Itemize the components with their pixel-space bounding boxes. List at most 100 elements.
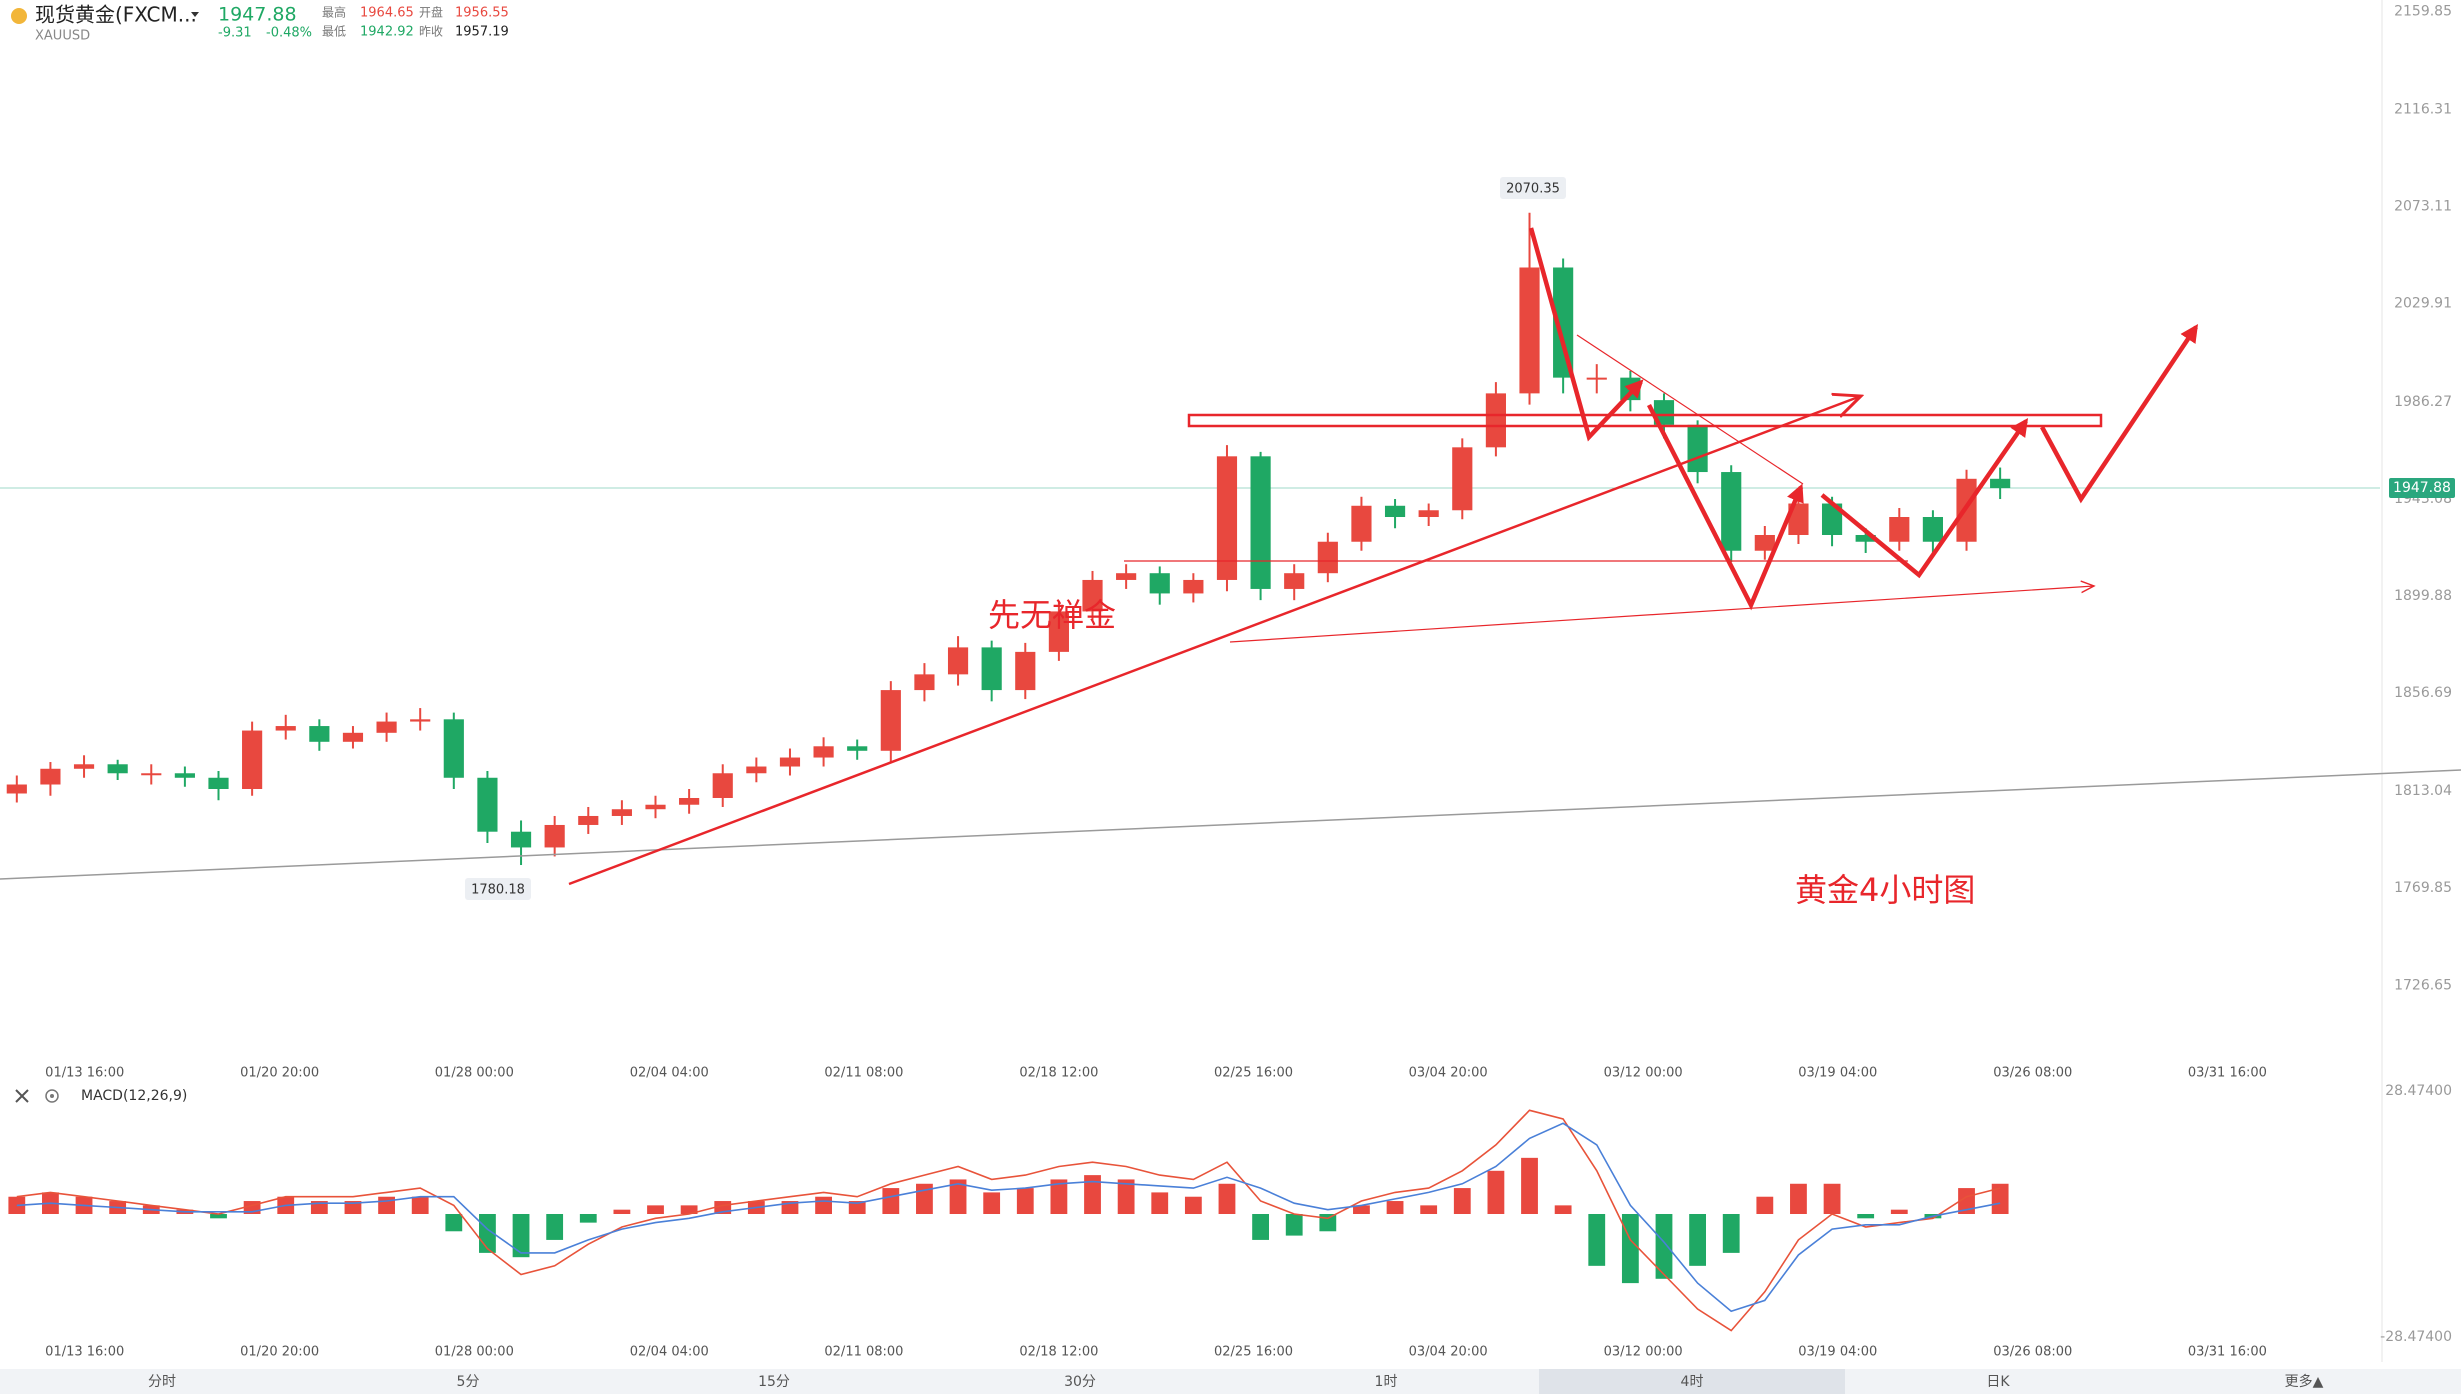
period-tab[interactable]: 更多▲ — [2285, 1373, 2324, 1390]
period-tab[interactable]: 1时 — [1375, 1374, 1398, 1390]
y-tick-label: 2073.11 — [2394, 199, 2452, 215]
resistance-box — [1187, 413, 2103, 428]
period-tab[interactable]: 日K — [1986, 1374, 2010, 1390]
stat-label: 最高 — [322, 5, 346, 20]
stat-label: 开盘 — [419, 5, 443, 20]
macd-bar — [815, 1196, 832, 1214]
x-tick-label: 02/04 04:00 — [630, 1066, 709, 1081]
period-tab[interactable]: 5分 — [457, 1374, 480, 1390]
x-tick-label: 03/31 16:00 — [2188, 1066, 2267, 1081]
period-tab[interactable]: 分时 — [148, 1374, 176, 1390]
candle-body — [1384, 505, 1406, 518]
macd-bar — [1453, 1188, 1471, 1214]
candle-body — [578, 815, 599, 825]
candle-body — [813, 746, 834, 758]
macd-bar — [848, 1201, 866, 1214]
dropdown-icon[interactable] — [191, 12, 199, 17]
candle-body — [1519, 267, 1540, 394]
macd-bar — [949, 1179, 967, 1214]
x-tick-label: 03/19 04:00 — [1798, 1345, 1877, 1360]
macd-bar — [411, 1196, 429, 1214]
macd-bar — [1890, 1209, 1908, 1214]
price-change: -9.31 — [218, 26, 252, 41]
macd-bar — [1117, 1179, 1135, 1214]
trend-line — [0, 769, 2461, 880]
candle-body — [1821, 503, 1843, 535]
price-plot: 2159.852116.312073.112029.911986.271943.… — [0, 4, 2455, 1081]
path-arrow — [1528, 227, 1644, 442]
period-tab[interactable]: 15分 — [758, 1374, 790, 1390]
macd-bar — [1857, 1214, 1875, 1219]
candle-body — [1889, 517, 1910, 542]
candle-body — [1721, 472, 1742, 551]
period-tab[interactable]: 30分 — [1064, 1374, 1096, 1390]
macd-bar — [1151, 1192, 1169, 1214]
y-tick-label: 1769.85 — [2394, 880, 2452, 896]
y-tick-label: -28.47400 — [2380, 1329, 2452, 1345]
candle-body — [1922, 517, 1943, 542]
candle-body — [1015, 651, 1036, 691]
candle-body — [1082, 579, 1103, 612]
macd-bar — [680, 1205, 698, 1214]
macd-bar — [1655, 1214, 1673, 1279]
candle-body — [1351, 505, 1372, 542]
settings-icon[interactable] — [45, 1089, 59, 1103]
candle-body — [544, 824, 565, 848]
note-text: 先无禅金 — [988, 596, 1116, 634]
candle-body — [141, 773, 162, 776]
x-tick-label: 01/28 00:00 — [435, 1345, 514, 1360]
stat-value: 1942.92 — [360, 25, 414, 40]
macd-bar — [1353, 1205, 1370, 1214]
candle-body — [443, 719, 464, 778]
x-tick-label: 02/25 16:00 — [1214, 1066, 1293, 1081]
close-icon[interactable] — [15, 1089, 29, 1103]
macd-bar — [613, 1209, 631, 1214]
macd-bar — [1823, 1183, 1841, 1214]
candle-body — [107, 764, 128, 774]
x-tick-label: 03/04 20:00 — [1409, 1066, 1488, 1081]
x-tick-label: 02/11 08:00 — [824, 1345, 903, 1360]
candle-body — [1485, 393, 1506, 448]
y-tick-label: 1726.65 — [2394, 977, 2452, 993]
macd-bar — [1050, 1179, 1068, 1214]
x-tick-label: 01/13 16:00 — [45, 1345, 124, 1360]
path-arrow — [1820, 418, 2029, 579]
symbol-icon — [11, 8, 27, 24]
candle-body — [1183, 579, 1204, 594]
y-tick-label: 2116.31 — [2394, 101, 2452, 117]
candle-body — [40, 768, 61, 785]
candle-body — [477, 777, 498, 832]
period-tab[interactable]: 4时 — [1681, 1374, 1704, 1390]
candle-body — [242, 730, 263, 789]
candle-body — [1653, 400, 1675, 425]
macd-bar — [1487, 1170, 1505, 1214]
macd-bar — [546, 1214, 564, 1240]
x-tick-label: 01/13 16:00 — [45, 1066, 124, 1081]
last-price: 1947.88 — [218, 4, 297, 26]
candle-body — [712, 773, 733, 798]
macd-bar — [1790, 1183, 1807, 1214]
x-tick-label: 03/26 08:00 — [1993, 1345, 2072, 1360]
macd-bar — [1218, 1183, 1236, 1214]
macd-bar — [1184, 1196, 1202, 1214]
candle-body — [410, 719, 431, 722]
macd-bar — [445, 1214, 463, 1232]
candle-body — [914, 674, 935, 691]
macd-bar — [882, 1188, 900, 1214]
candle-body — [611, 809, 632, 816]
macd-dea-line — [16, 1122, 2001, 1313]
candle-body — [1116, 573, 1137, 580]
macd-bar — [1722, 1214, 1740, 1253]
y-tick-label: 1986.27 — [2394, 394, 2452, 410]
candle-body — [342, 732, 364, 742]
macd-bar — [1084, 1175, 1101, 1214]
candle-body — [174, 773, 195, 778]
low-label: 1780.18 — [471, 883, 525, 898]
tab-bar — [0, 1369, 2461, 1394]
candle-body — [1452, 447, 1473, 511]
macd-bar — [1319, 1214, 1337, 1232]
candle-body — [847, 746, 868, 751]
x-tick-label: 03/26 08:00 — [1993, 1066, 2072, 1081]
label-box — [465, 878, 531, 900]
macd-bar — [983, 1192, 1001, 1214]
